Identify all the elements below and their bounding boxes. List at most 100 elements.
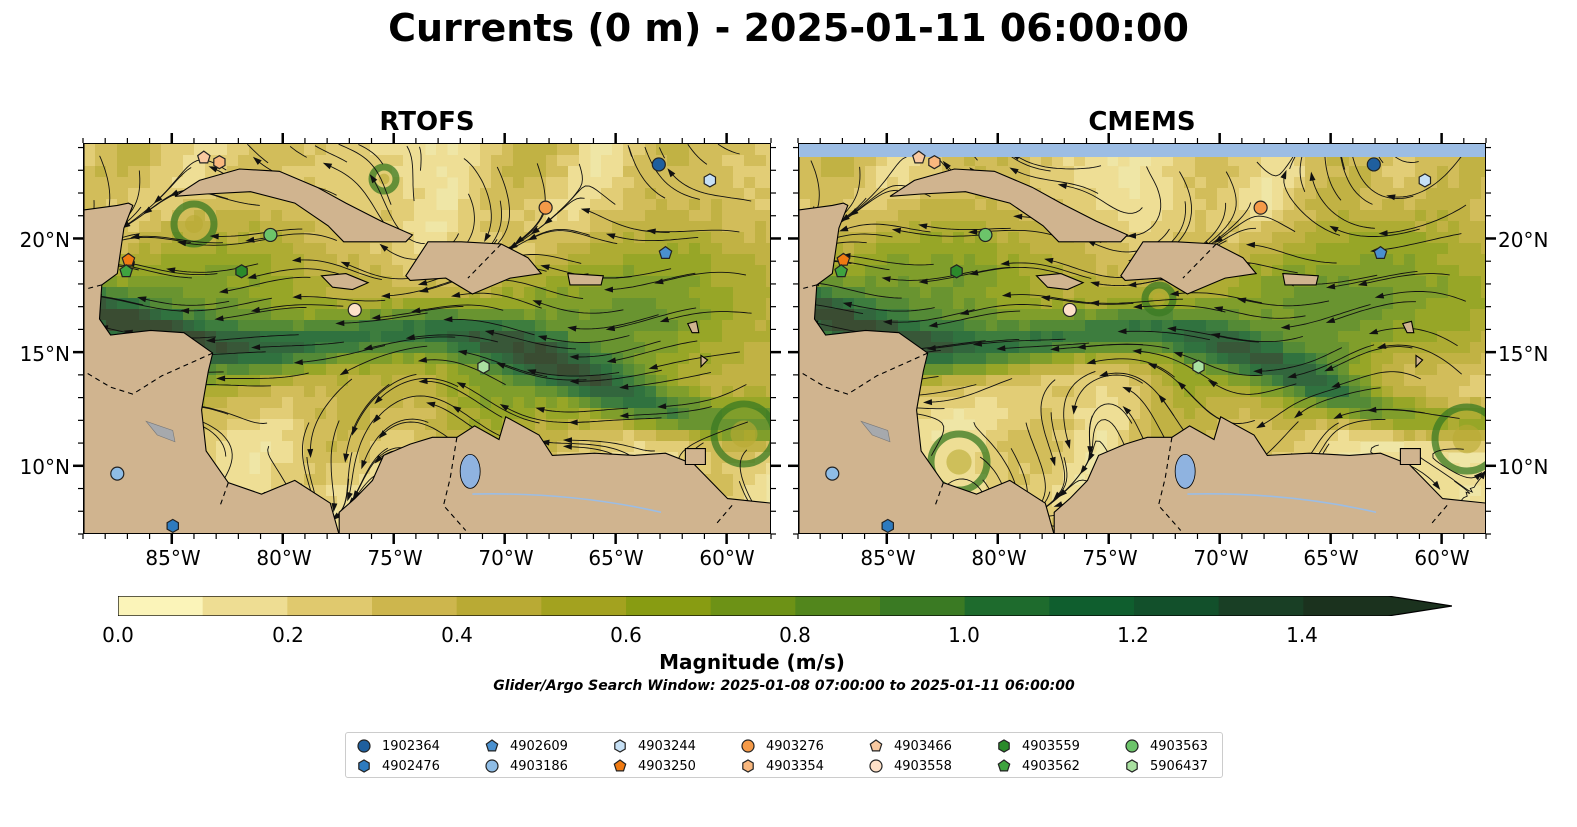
- colorbar-label: Magnitude (m/s): [659, 650, 845, 674]
- streamline-arrow: [209, 233, 219, 240]
- legend-item: 4903563: [1124, 736, 1208, 756]
- streamline: [624, 406, 712, 417]
- land-polygon: [686, 320, 700, 334]
- streamline: [1217, 215, 1296, 241]
- streamline-arrow: [250, 306, 261, 313]
- streamline-arrow: [496, 362, 506, 369]
- streamline-arrow: [166, 267, 176, 274]
- streamline-arrow: [1329, 225, 1339, 233]
- float-marker-5906437: [477, 359, 490, 374]
- colorbar-segment: [118, 596, 204, 616]
- streamline-arrow: [419, 286, 429, 293]
- streamline: [843, 223, 931, 233]
- streamline-arrow: [378, 430, 387, 439]
- legend-item: 4902476: [356, 756, 440, 776]
- streamline-arrow: [1210, 332, 1221, 339]
- streamline-arrow: [1117, 328, 1127, 335]
- legend-item: 1902364: [356, 736, 440, 756]
- streamline-arrow: [247, 273, 257, 280]
- colorbar-tick-2: 0.4: [441, 623, 473, 647]
- streamline-arrow: [351, 426, 358, 436]
- streamline: [368, 336, 456, 349]
- streamline-arrow: [918, 223, 928, 230]
- colorbar-segment: [1303, 596, 1389, 616]
- streamline-arrow: [842, 301, 853, 308]
- float-marker-4903563: [263, 227, 278, 243]
- streamline: [338, 144, 392, 205]
- land-polygon: [1035, 273, 1085, 291]
- streamline-arrow: [1013, 213, 1023, 220]
- land-polygon: [338, 415, 770, 533]
- lon-label-left-85: 85°W: [145, 546, 201, 570]
- streamline: [1335, 371, 1421, 387]
- lon-label-left-75: 75°W: [367, 546, 423, 570]
- streamline: [372, 177, 425, 245]
- streamline-arrow: [882, 319, 893, 326]
- streamline: [662, 384, 747, 408]
- streamline-arrow: [216, 375, 226, 382]
- streamline: [567, 439, 655, 452]
- legend-label: 4903244: [638, 738, 696, 754]
- streamline: [214, 228, 303, 237]
- streamline: [1094, 298, 1183, 304]
- streamline-arrow: [1280, 169, 1287, 180]
- streamline: [1241, 299, 1330, 307]
- legend-label: 4902476: [382, 758, 440, 774]
- legend-label: 4903563: [1150, 738, 1208, 754]
- legend-marker-icon: [1125, 739, 1139, 753]
- lon-label-left-80: 80°W: [256, 546, 312, 570]
- streamline: [500, 364, 587, 381]
- streamline-arrow: [1432, 480, 1441, 490]
- float-marker-4903466: [911, 150, 926, 164]
- streamline: [1379, 291, 1466, 302]
- land-polygon: [700, 354, 709, 369]
- streamline-arrow: [307, 448, 314, 458]
- streamline: [922, 225, 1011, 231]
- streamline: [1025, 422, 1046, 507]
- eddy-core: [1152, 292, 1166, 306]
- streamline: [507, 228, 590, 252]
- legend-item: 4903354: [740, 756, 824, 776]
- lat-label-right-20: 20°N: [1498, 228, 1549, 252]
- streamline-arrow: [208, 166, 218, 173]
- streamline-arrow: [137, 296, 147, 303]
- streamline: [1137, 304, 1226, 313]
- streamline-arrow: [881, 276, 891, 283]
- country-border: [1182, 243, 1217, 279]
- streamline: [844, 156, 907, 220]
- streamline-arrow: [130, 233, 140, 240]
- legend-marker-icon: [998, 739, 1010, 753]
- streamline: [1432, 448, 1480, 479]
- streamline-arrow: [1280, 324, 1290, 330]
- legend-label: 4903466: [894, 738, 952, 754]
- lon-label-right-75: 75°W: [1082, 546, 1138, 570]
- float-marker-4903354: [928, 155, 941, 170]
- streamline: [927, 378, 1013, 403]
- streamline: [670, 171, 752, 202]
- colorbar-segment: [456, 596, 542, 616]
- river: [1187, 493, 1377, 514]
- float-marker-4903186: [110, 466, 125, 481]
- lon-label-right-70: 70°W: [1193, 546, 1249, 570]
- legend-label: 5906437: [1150, 758, 1208, 774]
- legend-label: 4903558: [894, 758, 952, 774]
- streamline: [815, 282, 902, 299]
- country-border: [218, 482, 229, 508]
- streamline: [973, 266, 1061, 275]
- colorbar-outline: [118, 596, 1452, 616]
- streamline: [1169, 171, 1192, 251]
- legend-label: 4903559: [1022, 738, 1080, 754]
- streamline-arrow: [1127, 281, 1137, 288]
- streamline-arrow: [177, 240, 187, 247]
- country-border: [84, 352, 213, 395]
- streamline: [1178, 353, 1263, 376]
- land-polygon: [567, 273, 604, 286]
- lon-label-right-65: 65°W: [1303, 546, 1359, 570]
- legend-item: 4903250: [612, 756, 696, 776]
- colorbar-segment: [964, 596, 1050, 616]
- streamline: [247, 144, 269, 164]
- streamline: [1045, 297, 1134, 305]
- legend-label: 4903562: [1022, 758, 1080, 774]
- streamline-arrow: [1071, 405, 1078, 415]
- streamline-arrow: [1333, 412, 1343, 419]
